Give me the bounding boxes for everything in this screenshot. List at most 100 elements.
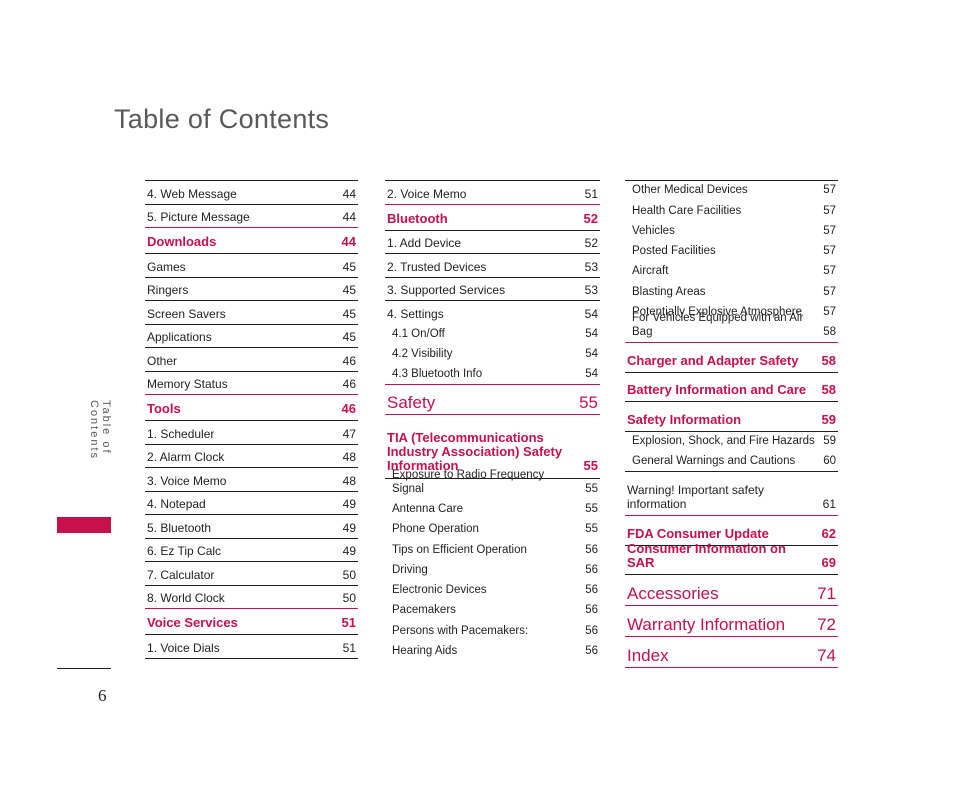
toc-entry-page: 57 bbox=[823, 245, 836, 258]
toc-entry[interactable]: 3. Supported Services 53 bbox=[385, 276, 600, 301]
toc-entry[interactable]: 5. Picture Message 44 bbox=[145, 203, 358, 228]
toc-entry-label: 2. Alarm Clock bbox=[147, 450, 225, 464]
toc-entry[interactable]: FDA Consumer Update 62 bbox=[625, 515, 838, 545]
toc-entry[interactable]: 4. Settings 54 bbox=[385, 300, 600, 324]
toc-entry-label: TIA (Telecommunications Industry Associa… bbox=[387, 430, 563, 474]
toc-entry[interactable]: 2. Alarm Clock 48 bbox=[145, 443, 358, 468]
toc-entry[interactable]: Other Medical Devices 57 bbox=[625, 180, 838, 200]
toc-entry-label: 8. World Clock bbox=[147, 591, 225, 605]
toc-entry[interactable]: Warning! Important safety information 61 bbox=[625, 471, 838, 515]
toc-entry-label: Hearing Aids bbox=[392, 645, 458, 658]
toc-entry-page: 55 bbox=[585, 502, 598, 515]
toc-entry[interactable]: 1. Voice Dials 51 bbox=[145, 634, 358, 658]
toc-entry[interactable]: Voice Services 51 bbox=[145, 608, 358, 634]
toc-entry[interactable]: Tools 46 bbox=[145, 394, 358, 420]
toc-entry[interactable]: Health Care Facilities 57 bbox=[625, 200, 838, 220]
toc-entry-label: Potentially Explosive Atmosphere bbox=[632, 306, 803, 319]
toc-entry[interactable]: Posted Facilities 57 bbox=[625, 241, 838, 261]
toc-entry-page: 44 bbox=[341, 234, 356, 249]
toc-entry[interactable]: Hearing Aids 56 bbox=[385, 641, 600, 661]
toc-entry[interactable]: 8. World Clock 50 bbox=[145, 584, 358, 609]
toc-entry-page: 44 bbox=[342, 210, 356, 224]
toc-entry[interactable]: Charger and Adapter Safety 58 bbox=[625, 342, 838, 372]
toc-entry-label: Battery Information and Care bbox=[627, 382, 807, 398]
toc-entry[interactable]: TIA (Telecommunications Industry Associa… bbox=[385, 414, 600, 478]
toc-entry[interactable]: 4. Web Message 44 bbox=[145, 180, 358, 204]
toc-entry[interactable]: Exposure to Radio Frequency Signal 55 bbox=[385, 469, 600, 498]
toc-entry[interactable]: Ringers 45 bbox=[145, 276, 358, 301]
toc-entry-label: Applications bbox=[147, 330, 212, 344]
toc-entry-label: Vehicles bbox=[632, 224, 675, 237]
toc-entry[interactable]: Antenna Care 55 bbox=[385, 499, 600, 519]
toc-entry-page: 57 bbox=[823, 224, 836, 237]
toc-entry[interactable]: 4. Notepad 49 bbox=[145, 490, 358, 515]
toc-entry-page: 71 bbox=[817, 584, 836, 604]
toc-entry-page: 55 bbox=[579, 393, 598, 413]
toc-entry-page: 48 bbox=[342, 450, 356, 464]
toc-entry[interactable]: 4.2 Visibility 54 bbox=[385, 344, 600, 364]
toc-entry-label: Driving bbox=[392, 563, 428, 576]
toc-entry[interactable]: Safety 55 bbox=[385, 384, 600, 414]
toc-entry-label: 5. Bluetooth bbox=[147, 520, 212, 535]
toc-entry-page: 58 bbox=[821, 382, 836, 398]
toc-entry-page: 49 bbox=[342, 544, 356, 558]
toc-entry[interactable]: 7. Calculator 50 bbox=[145, 561, 358, 585]
toc-entry-page: 45 bbox=[342, 330, 356, 344]
toc-entry[interactable]: Electronic Devices 56 bbox=[385, 580, 600, 600]
toc-entry[interactable]: Consumer Information on SAR 69 bbox=[625, 542, 838, 575]
toc-entry-page: 51 bbox=[341, 615, 356, 630]
toc-entry[interactable]: Potentially Explosive Atmosphere 57 bbox=[625, 302, 838, 322]
toc-entry[interactable]: Other 46 bbox=[145, 347, 358, 371]
toc-entry[interactable]: Persons with Pacemakers: 56 bbox=[385, 620, 600, 640]
toc-entry-label: Persons with Pacemakers: bbox=[392, 624, 529, 637]
toc-entry[interactable]: Explosion, Shock, and Fire Hazards 59 bbox=[625, 430, 838, 451]
toc-entry[interactable]: Downloads 44 bbox=[145, 227, 358, 253]
toc-entry-label: General Warnings and Cautions bbox=[632, 455, 796, 468]
toc-entry-label: Bluetooth bbox=[387, 210, 448, 226]
toc-entry-label: Explosion, Shock, and Fire Hazards bbox=[632, 435, 815, 448]
footer-rule bbox=[57, 668, 111, 669]
toc-entry-label: 1. Scheduler bbox=[147, 426, 215, 441]
toc-entry[interactable]: Memory Status 46 bbox=[145, 370, 358, 395]
toc-entry-page: 54 bbox=[584, 306, 598, 321]
toc-entry[interactable]: Aircraft 57 bbox=[625, 261, 838, 281]
toc-entry-page: 45 bbox=[342, 306, 356, 321]
toc-entry[interactable]: 2. Trusted Devices 53 bbox=[385, 253, 600, 277]
toc-entry-label: Exposure to Radio Frequency Signal bbox=[392, 468, 545, 495]
toc-entry[interactable]: Warranty Information 72 bbox=[625, 605, 838, 636]
toc-entry[interactable]: Battery Information and Care 58 bbox=[625, 371, 838, 402]
toc-entry-page: 55 bbox=[583, 458, 598, 474]
toc-entry[interactable]: 4.3 Bluetooth Info 54 bbox=[385, 364, 600, 384]
toc-entry[interactable]: Screen Savers 45 bbox=[145, 300, 358, 324]
toc-entry[interactable]: 6. Ez Tip Calc 49 bbox=[145, 537, 358, 562]
toc-entry[interactable]: Tips on Efficient Operation 56 bbox=[385, 539, 600, 559]
side-tab-marker bbox=[57, 517, 111, 533]
toc-entry[interactable]: Driving 56 bbox=[385, 560, 600, 580]
toc-entry-label: Posted Facilities bbox=[632, 245, 716, 258]
toc-entry[interactable]: Accessories 71 bbox=[625, 574, 838, 605]
toc-entry-page: 45 bbox=[342, 283, 356, 297]
toc-entry[interactable]: 2. Voice Memo 51 bbox=[385, 180, 600, 204]
toc-entry-label: Ringers bbox=[147, 283, 189, 297]
toc-entry[interactable]: General Warnings and Cautions 60 bbox=[625, 451, 838, 471]
toc-entry[interactable]: Safety Information 59 bbox=[625, 401, 838, 431]
toc-entry-page: 57 bbox=[823, 265, 836, 278]
toc-entry[interactable]: 3. Voice Memo 48 bbox=[145, 467, 358, 491]
toc-entry[interactable]: 1. Add Device 52 bbox=[385, 229, 600, 254]
toc-entry[interactable]: Blasting Areas 57 bbox=[625, 281, 838, 301]
toc-entry-page: 72 bbox=[817, 615, 836, 635]
toc-entry-page: 47 bbox=[342, 426, 356, 441]
toc-entry[interactable]: 1. Scheduler 47 bbox=[145, 420, 358, 444]
toc-entry[interactable]: Pacemakers 56 bbox=[385, 600, 600, 620]
toc-entry[interactable]: 5. Bluetooth 49 bbox=[145, 514, 358, 538]
toc-entry-label: Games bbox=[147, 259, 186, 274]
toc-entry[interactable]: Bluetooth 52 bbox=[385, 203, 600, 230]
toc-entry[interactable]: Vehicles 57 bbox=[625, 221, 838, 241]
toc-entry[interactable]: Index 74 bbox=[625, 636, 838, 667]
toc-entry[interactable]: Applications 45 bbox=[145, 323, 358, 348]
toc-entry[interactable]: Games 45 bbox=[145, 253, 358, 277]
toc-entry[interactable]: For Vehicles Equipped with an Air Bag 58 bbox=[625, 312, 838, 342]
toc-entry[interactable]: Phone Operation 55 bbox=[385, 519, 600, 539]
toc-entry[interactable]: 4.1 On/Off 54 bbox=[385, 324, 600, 344]
toc-entry-label: 2. Trusted Devices bbox=[387, 259, 487, 274]
